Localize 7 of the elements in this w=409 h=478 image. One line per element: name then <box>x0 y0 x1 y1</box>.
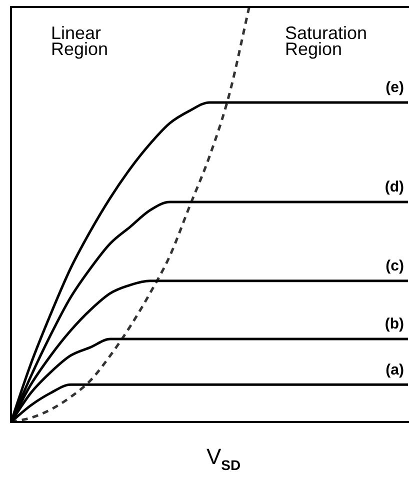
annotation: Linear Region <box>51 22 108 59</box>
series-label: (c) <box>386 258 404 275</box>
series-label: (a) <box>386 361 404 378</box>
series-label: (b) <box>384 316 404 333</box>
series-label: (d) <box>384 178 404 196</box>
annotation: Saturation Region <box>285 22 368 59</box>
series-label: (e) <box>386 79 404 96</box>
